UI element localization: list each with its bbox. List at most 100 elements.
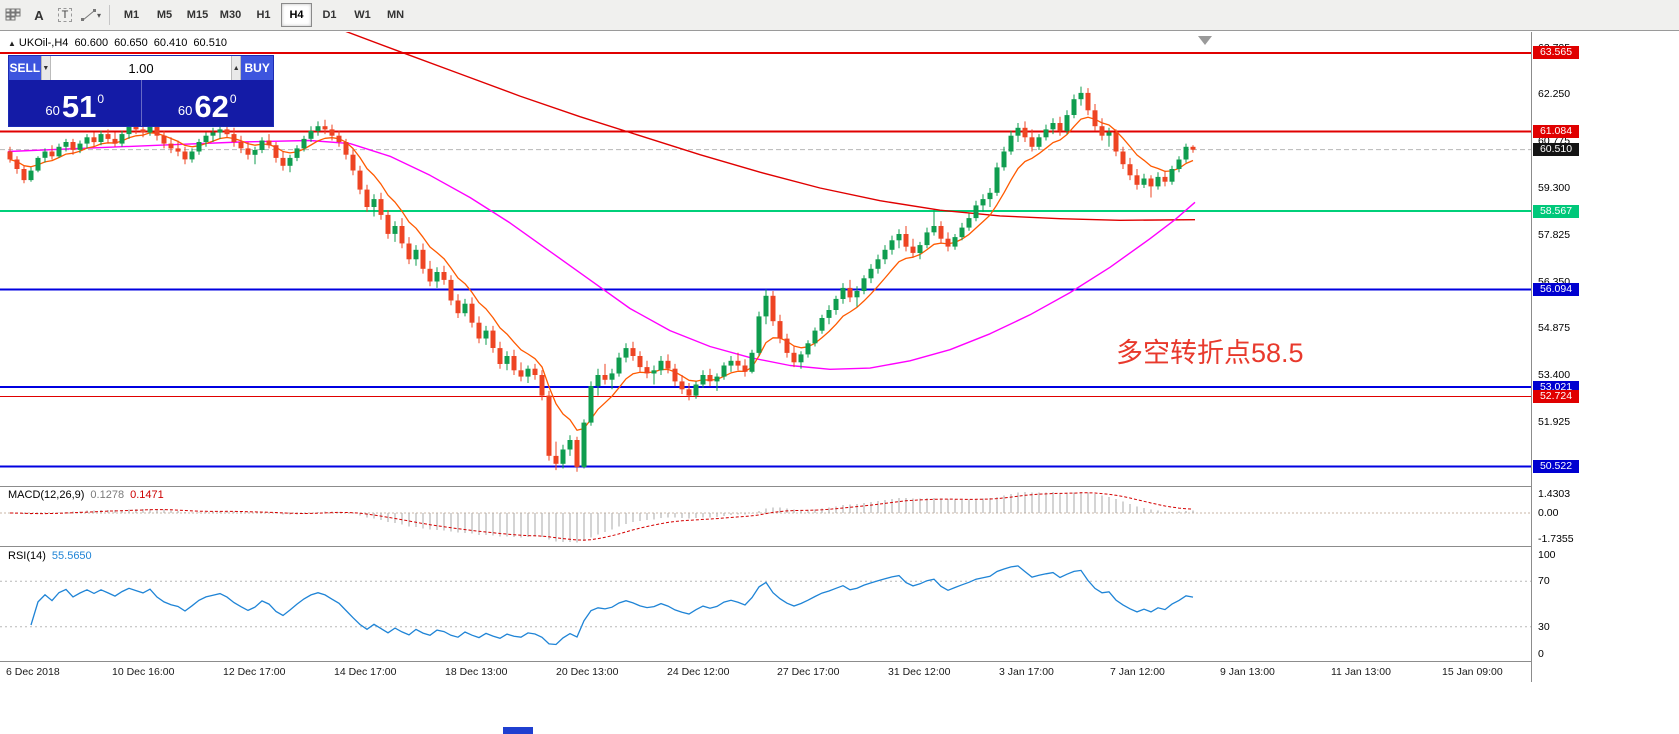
grid-icon-svg [5,8,21,21]
time-label: 20 Dec 13:00 [556,666,619,678]
price-marker-61.084: 61.084 [1533,124,1579,138]
annotation-text: 多空转折点58.5 [1116,338,1304,368]
price-marker-56.094: 56.094 [1533,283,1579,297]
price-tick-label: 51.925 [1538,415,1571,428]
candles [7,86,1196,472]
moving-averages [7,32,1196,431]
rsi-scale-label: 70 [1538,575,1550,588]
grid-icon[interactable] [1,3,25,27]
time-label: 11 Jan 13:00 [1331,666,1391,678]
panel-separator[interactable] [0,661,1679,662]
macd-scale-label: -1.7355 [1538,533,1574,545]
buy-button[interactable]: BUY [241,56,273,80]
panel-separator[interactable] [0,486,1679,487]
volume-down-button[interactable]: ▼ [40,56,51,80]
one-click-top-row: SELL ▼ ▲ BUY [9,56,273,80]
ask-prefix: 60 [177,103,193,118]
macd-main-value: 0.1278 [90,489,125,501]
objects-tool-icon[interactable]: ▾ [79,3,103,27]
rsi-panel[interactable] [0,547,1531,661]
chart-shift-marker-icon[interactable] [1198,36,1212,45]
trendline-icon [80,8,96,21]
macd-scale-label: 1.4303 [1538,488,1571,500]
rsi-header: RSI(14) 55.5650 [8,550,92,562]
price-tick-label: 54.875 [1538,322,1571,335]
toolbar: A T ▾ M1 M5 M15 M30 H1 H4 D1 W1 MN [0,0,1679,31]
time-label: 6 Dec 2018 [6,666,60,678]
price-marker-63.565: 63.565 [1533,46,1579,60]
rsi-scale-label: 0 [1538,648,1544,660]
price-tick-label: 53.400 [1538,369,1571,382]
tf-button-h4[interactable]: H4 [281,3,312,27]
rsi-line [30,565,1194,646]
price-tick-label: 59.300 [1538,182,1571,194]
tf-button-w1[interactable]: W1 [354,9,371,21]
ask-sup-digit: 0 [229,92,237,106]
time-label: 3 Jan 17:00 [999,666,1054,678]
time-label: 15 Jan 09:00 [1442,666,1503,678]
tf-button-m30[interactable]: M30 [219,9,242,21]
time-label: 31 Dec 12:00 [888,666,951,678]
ask-price[interactable]: 60 62 0 [140,80,274,126]
time-label: 9 Jan 13:00 [1220,666,1275,678]
ohlc-high: 60.650 [114,37,148,49]
toolbar-separator [109,5,110,25]
rsi-label: RSI(14) [8,550,46,562]
volume-up-button[interactable]: ▲ [231,56,242,80]
price-marker-58.567: 58.567 [1533,204,1579,218]
tf-button-m15[interactable]: M15 [186,9,209,21]
chart-ohlc-header: ▲ UKOil-,H4 60.600 60.650 60.410 60.510 [8,37,227,49]
taskbar-fragment [503,727,533,734]
dropdown-chevron-icon: ▾ [96,10,101,20]
macd-panel[interactable] [0,487,1531,546]
main-chart[interactable] [0,32,1531,486]
macd-histogram [16,491,1194,543]
macd-label: MACD(12,26,9) [8,489,85,501]
time-axis[interactable]: 6 Dec 2018 10 Dec 16:00 12 Dec 17:00 14 Dec… [0,662,1531,683]
bid-prefix: 60 [45,103,60,118]
tf-button-d1[interactable]: D1 [322,9,337,21]
ohlc-low: 60.410 [153,37,188,49]
price-marker-52.724: 52.724 [1533,389,1579,403]
time-label: 12 Dec 17:00 [223,666,286,678]
ohlc-open: 60.600 [74,37,109,49]
text-tool-icon[interactable]: T [53,3,77,27]
price-marker-50.522: 50.522 [1533,459,1579,473]
chart-symbol: UKOil-,H4 [18,37,69,49]
symbol-arrow-icon: ▲ [8,39,16,48]
one-click-price-row: 60 51 0 60 62 0 [9,80,273,126]
rsi-scale-label: 30 [1538,620,1550,633]
volume-input[interactable] [51,56,231,80]
time-label: 14 Dec 17:00 [334,666,397,678]
bid-sup-digit: 0 [97,92,105,106]
time-label: 10 Dec 16:00 [112,666,175,678]
panel-separator[interactable] [0,546,1679,547]
tf-button-h1[interactable]: H1 [256,9,271,21]
bid-price[interactable]: 60 51 0 [9,80,141,126]
ohlc-close: 60.510 [193,37,228,49]
timeframe-button-group: M1 M5 M15 M30 H1 H4 D1 W1 MN [115,3,412,27]
time-label: 24 Dec 12:00 [667,666,730,678]
letter-a-icon[interactable]: A [34,7,44,23]
bid-big-digits: 51 [61,89,97,124]
price-marker-60.510: 60.510 [1533,143,1579,157]
macd-header: MACD(12,26,9) 0.1278 0.1471 [8,489,164,501]
price-tick-label: 62.250 [1538,88,1571,101]
time-label: 27 Dec 17:00 [777,666,840,678]
time-label: 7 Jan 12:00 [1110,666,1165,678]
tf-button-m5[interactable]: M5 [156,9,173,21]
sell-button[interactable]: SELL [9,56,41,80]
tf-button-mn[interactable]: MN [386,9,405,21]
level-lines[interactable] [0,51,1531,468]
price-tick-label: 57.825 [1538,228,1571,241]
tf-button-m1[interactable]: M1 [123,9,140,21]
macd-signal-value: 0.1471 [130,489,164,501]
ask-big-digits: 62 [194,89,229,124]
time-label: 18 Dec 13:00 [445,666,508,678]
rsi-scale-label: 100 [1538,549,1556,561]
price-scale[interactable]: 63.72562.25060.77559.30057.82556.35054.8… [1531,32,1679,682]
macd-signal-line [9,492,1194,541]
text-tool-glyph: T [57,8,73,22]
